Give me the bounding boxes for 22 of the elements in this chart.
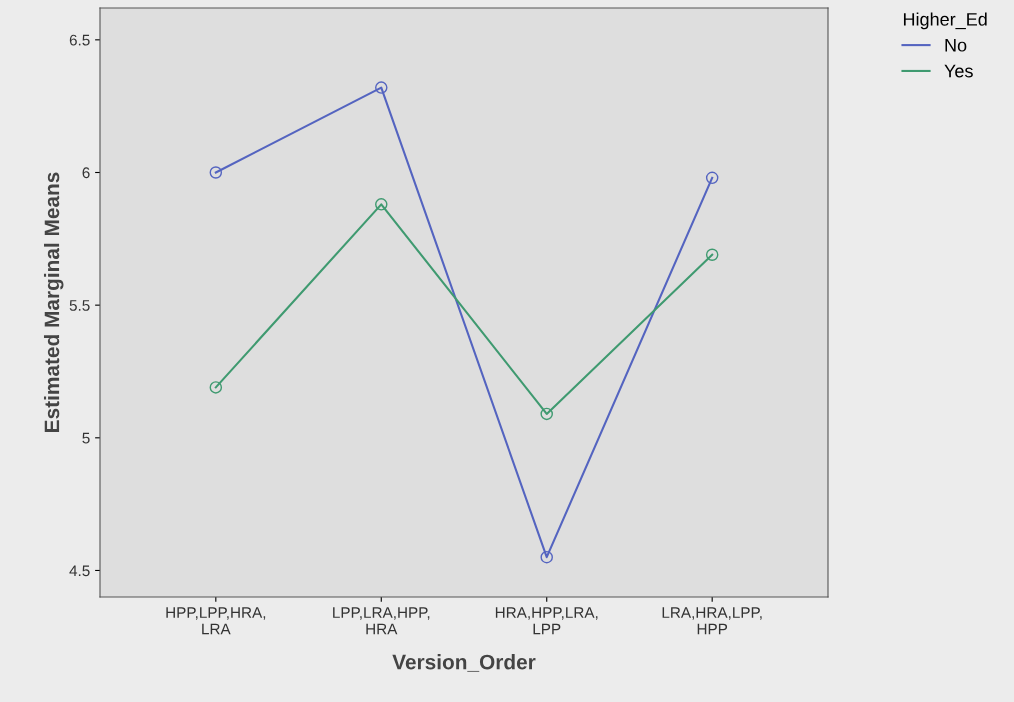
y-tick-label: 6 xyxy=(82,167,90,179)
point xyxy=(540,407,553,421)
y-tick-label: 6.5 xyxy=(69,34,90,46)
point xyxy=(375,198,388,211)
point xyxy=(540,550,553,564)
x-tick-label: HPP,LPP,HRA, LRA xyxy=(166,607,266,635)
y-tick-label: 4.5 xyxy=(69,565,90,577)
point xyxy=(375,81,388,94)
legend-label: Yes xyxy=(944,64,973,78)
point xyxy=(209,166,223,179)
x-tick-label: HRA,HPP,LRA, LPP xyxy=(495,607,598,635)
x-axis-title: Version_Order xyxy=(392,654,536,672)
legend-label: No xyxy=(945,38,967,52)
legend-title: Higher_Ed xyxy=(903,12,987,30)
x-tick-label: LRA,HRA,LPP, HPP xyxy=(662,607,762,635)
point xyxy=(209,381,223,394)
point xyxy=(705,248,719,261)
y-tick-label: 5 xyxy=(82,432,90,444)
point xyxy=(705,171,719,185)
y-tick-label: 5.5 xyxy=(69,300,90,311)
x-tick-label: LPP,LRA,HPP, HRA xyxy=(333,607,430,635)
y-axis-title: Estimated Marginal Means xyxy=(43,172,64,432)
